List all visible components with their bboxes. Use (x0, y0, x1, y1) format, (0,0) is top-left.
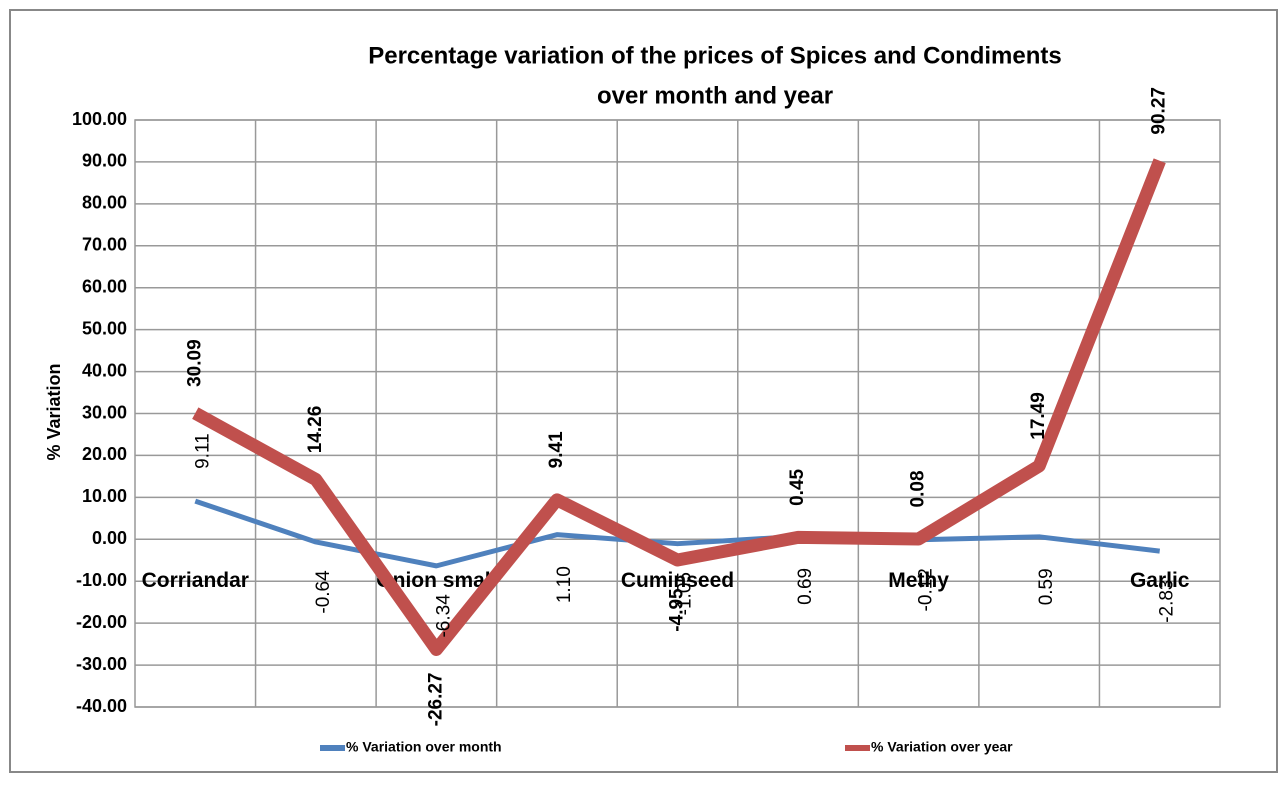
data-label: -1.05 (675, 572, 696, 615)
data-label: 9.11 (192, 433, 213, 469)
data-label: 0.59 (1036, 568, 1057, 605)
data-label: -6.34 (433, 594, 454, 638)
chart-subtitle: over month and year (597, 82, 833, 109)
data-label: -4.95 (667, 588, 688, 632)
y-tick-label: 60.00 (82, 276, 127, 296)
y-tick-label: -20.00 (76, 612, 127, 632)
data-label: 0.45 (787, 468, 808, 505)
y-tick-label: 70.00 (82, 235, 127, 255)
y-tick-label: 20.00 (82, 444, 127, 464)
data-label: 14.26 (305, 406, 326, 454)
data-label: 90.27 (1149, 87, 1170, 135)
y-tick-label: 100.00 (72, 109, 127, 129)
chart-title: Percentage variation of the prices of Sp… (368, 42, 1062, 69)
y-tick-label: 30.00 (82, 402, 127, 422)
x-tick-label: Corriandar (142, 569, 249, 592)
data-label: -0.64 (313, 570, 334, 614)
y-tick-label: -10.00 (76, 570, 127, 590)
data-label: 0.08 (908, 470, 929, 507)
y-tick-label: 50.00 (82, 318, 127, 338)
series-line (194, 498, 1161, 569)
y-tick-label: 10.00 (82, 486, 127, 506)
series-line (192, 158, 1166, 656)
data-label: -26.27 (425, 672, 446, 726)
y-tick-label: 0.00 (92, 528, 127, 548)
data-label: 0.69 (795, 568, 816, 605)
data-label: -2.83 (1157, 579, 1178, 622)
plot-border (134, 119, 1221, 708)
x-tick-label: Methy (888, 569, 949, 592)
y-tick-label: -30.00 (76, 654, 127, 674)
data-label: 1.10 (554, 566, 575, 603)
legend-label: % Variation over month (346, 739, 502, 755)
data-label: -0.12 (916, 568, 937, 611)
y-axis-label: % Variation (44, 363, 64, 460)
y-tick-label: 90.00 (82, 151, 127, 171)
data-label: 9.41 (546, 431, 567, 468)
y-tick-label: -40.00 (76, 696, 127, 716)
x-tick-label: Onion small (376, 569, 496, 592)
x-tick-label: Garlic (1130, 569, 1190, 592)
y-tick-label: 40.00 (82, 360, 127, 380)
data-label: 17.49 (1028, 392, 1049, 440)
chart-frame (9, 9, 1278, 773)
y-tick-label: 80.00 (82, 193, 127, 213)
data-label: 30.09 (184, 339, 205, 387)
x-tick-label: Cuminseed (621, 569, 734, 592)
legend-label: % Variation over year (871, 739, 1013, 755)
